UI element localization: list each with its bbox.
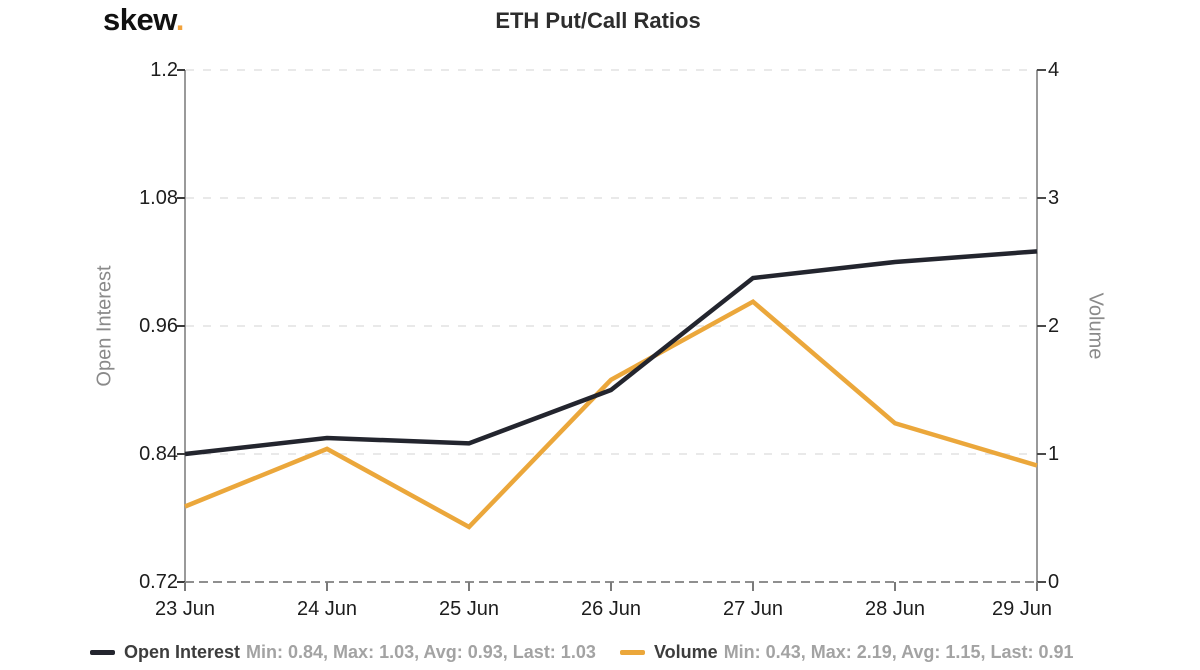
- legend-item-open-interest[interactable]: Open Interest Min: 0.84, Max: 1.03, Avg:…: [90, 638, 596, 666]
- series-line-volume: [184, 298, 1038, 530]
- right-axis-tick: 0: [1048, 571, 1060, 593]
- chart-title: ETH Put/Call Ratios: [495, 8, 701, 33]
- x-axis-tick: 29 Jun: [991, 598, 1053, 620]
- right-axis-tick: 2: [1048, 315, 1060, 337]
- x-axis-tick: 23 Jun: [154, 598, 216, 620]
- legend-series-name: Open Interest: [124, 641, 241, 662]
- skew-logo-text: skew: [103, 2, 176, 37]
- legend-series-stats: Min: 0.43, Max: 2.19, Avg: 1.15, Last: 0…: [723, 641, 1074, 662]
- volume-line-swatch-icon: [620, 649, 645, 655]
- series-line-open-interest: [184, 249, 1038, 457]
- x-axis-tick: 26 Jun: [580, 598, 642, 620]
- open-interest-line-swatch-icon: [90, 649, 115, 655]
- x-axis-tick: 28 Jun: [864, 598, 926, 620]
- x-axis-tick: 25 Jun: [438, 598, 500, 620]
- left-axis-title: Open Interest: [93, 265, 116, 387]
- skew-logo-dot: .: [175, 2, 185, 37]
- x-axis-tick: 24 Jun: [296, 598, 358, 620]
- right-axis-tick: 3: [1048, 187, 1060, 209]
- left-axis-tick: 0.96: [139, 315, 178, 337]
- left-axis-tick: 0.84: [139, 443, 178, 465]
- right-axis-title: Volume: [1084, 292, 1107, 360]
- left-axis-tick: 1.08: [139, 187, 178, 209]
- left-axis-tick: 1.2: [150, 59, 178, 81]
- legend-item-volume[interactable]: Volume Min: 0.43, Max: 2.19, Avg: 1.15, …: [620, 638, 1074, 666]
- right-axis-tick: 4: [1048, 59, 1060, 81]
- axes-grid: [177, 69, 1046, 591]
- legend-series-name: Volume: [654, 641, 718, 662]
- left-axis-tick: 0.72: [139, 571, 178, 593]
- skew-logo: skew.: [103, 2, 184, 38]
- x-axis-tick: 27 Jun: [722, 598, 784, 620]
- legend-series-stats: Min: 0.84, Max: 1.03, Avg: 0.93, Last: 1…: [246, 641, 596, 662]
- legend: Open Interest Min: 0.84, Max: 1.03, Avg:…: [0, 638, 1200, 666]
- right-axis-tick: 1: [1048, 443, 1060, 465]
